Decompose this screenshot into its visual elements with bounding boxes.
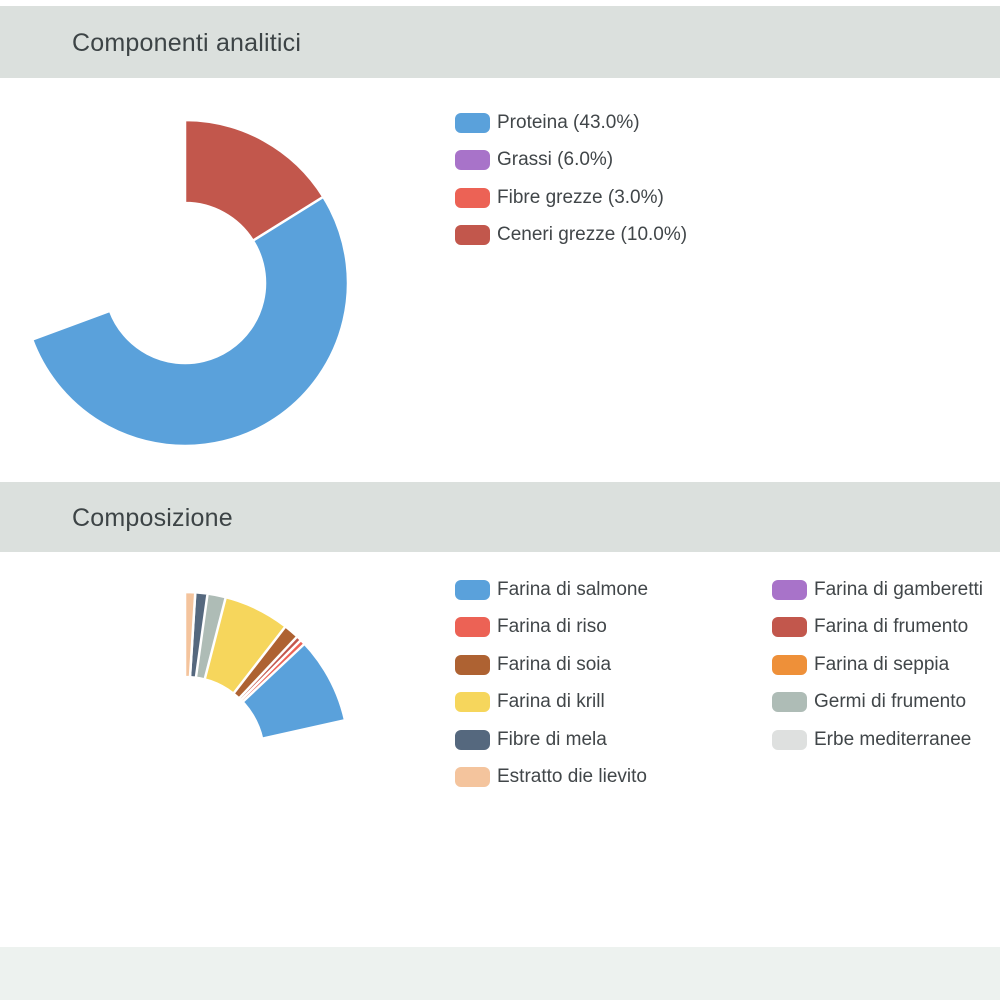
legend-swatch-farina-di-soia <box>455 654 490 675</box>
legend-label: Farina di riso <box>497 616 607 638</box>
legend-swatch-farina-di-frumento <box>772 617 807 638</box>
legend-item-germi-di-frumento[interactable]: Germi di frumento <box>772 691 983 713</box>
section-header-composition: Composizione <box>0 482 1000 552</box>
legend-label: Proteina (43.0%) <box>497 111 640 133</box>
legend-item-grassi-6-0[interactable]: Grassi (6.0%) <box>455 149 687 171</box>
composition-donut-chart[interactable] <box>0 572 400 942</box>
legend-label: Farina di krill <box>497 691 605 713</box>
legend-swatch-germi-di-frumento <box>772 692 807 713</box>
legend-label: Farina di soia <box>497 653 612 675</box>
legend-item-farina-di-frumento[interactable]: Farina di frumento <box>772 616 983 638</box>
legend-swatch-erbe-mediterranee <box>772 729 807 750</box>
legend-item-farina-di-riso[interactable]: Farina di riso <box>455 616 772 638</box>
legend-item-estratto-die-lievito[interactable]: Estratto die lievito <box>455 766 772 788</box>
analytical-components-legend: Proteina (43.0%) Grassi (6.0%) Fibre grezz… <box>455 104 687 254</box>
legend-swatch-proteina-43-0 <box>455 112 490 133</box>
legend-swatch-grassi-6-0 <box>455 150 490 171</box>
donut-slice-estratto-die-lievito[interactable] <box>183 590 197 679</box>
analytical-components-donut-chart[interactable] <box>0 78 400 478</box>
composition-legend: Farina di salmone Farina di gamberetti Far… <box>455 571 983 796</box>
legend-swatch-farina-di-salmone <box>455 579 490 600</box>
legend-item-farina-di-seppia[interactable]: Farina di seppia <box>772 654 983 676</box>
legend-label: Farina di salmone <box>497 578 649 600</box>
legend-swatch-fibre-grezze-3-0 <box>455 187 490 208</box>
legend-swatch-farina-di-seppia <box>772 654 807 675</box>
legend-swatch-farina-di-krill <box>455 692 490 713</box>
legend-label: Erbe mediterranee <box>814 728 972 750</box>
legend-label: Ceneri grezze (10.0%) <box>497 224 688 246</box>
legend-item-ceneri-grezze-10-0[interactable]: Ceneri grezze (10.0%) <box>455 224 687 246</box>
legend-label: Farina di gamberetti <box>814 578 983 600</box>
legend-swatch-farina-di-riso <box>455 617 490 638</box>
section-header-analytical-components: Componenti analitici <box>0 6 1000 78</box>
next-section-band <box>0 947 1000 1000</box>
legend-label: Estratto die lievito <box>497 766 647 788</box>
section-title-analytical-components: Componenti analitici <box>72 29 302 57</box>
legend-label: Fibre grezze (3.0%) <box>497 186 664 208</box>
donut-slice-ceneri-grezze-10-0[interactable] <box>183 118 325 242</box>
legend-label: Fibre di mela <box>497 728 607 750</box>
legend-item-farina-di-salmone[interactable]: Farina di salmone <box>455 579 772 601</box>
legend-swatch-estratto-die-lievito <box>455 767 490 788</box>
legend-item-farina-di-gamberetti[interactable]: Farina di gamberetti <box>772 579 983 601</box>
legend-label: Farina di frumento <box>814 616 969 638</box>
legend-item-fibre-grezze-3-0[interactable]: Fibre grezze (3.0%) <box>455 187 687 209</box>
legend-item-erbe-mediterranee[interactable]: Erbe mediterranee <box>772 729 983 751</box>
legend-item-proteina-43-0[interactable]: Proteina (43.0%) <box>455 112 687 134</box>
section-title-composition: Composizione <box>72 504 233 532</box>
legend-swatch-ceneri-grezze-10-0 <box>455 225 490 246</box>
legend-swatch-fibre-di-mela <box>455 729 490 750</box>
legend-swatch-farina-di-gamberetti <box>772 579 807 600</box>
legend-label: Grassi (6.0%) <box>497 149 614 171</box>
legend-label: Germi di frumento <box>814 691 967 713</box>
legend-item-farina-di-soia[interactable]: Farina di soia <box>455 654 772 676</box>
legend-item-fibre-di-mela[interactable]: Fibre di mela <box>455 729 772 751</box>
legend-item-farina-di-krill[interactable]: Farina di krill <box>455 691 772 713</box>
legend-label: Farina di seppia <box>814 653 950 675</box>
